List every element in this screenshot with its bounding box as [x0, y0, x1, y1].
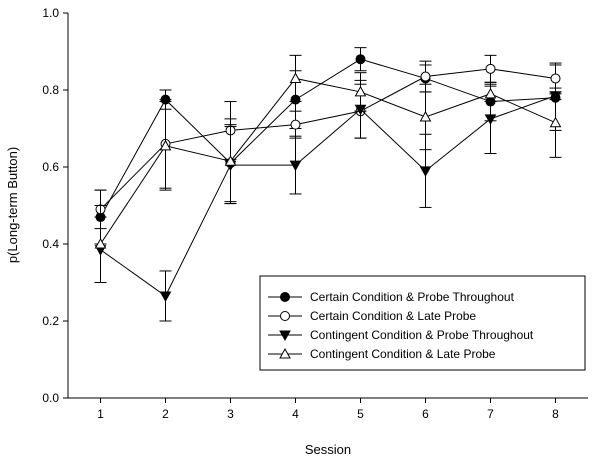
legend-entry: Certain Condition & Probe Throughout — [268, 290, 515, 304]
legend-label: Certain Condition & Late Probe — [310, 309, 476, 323]
legend-box — [259, 275, 586, 371]
y-axis-ticks: 0.0 0.2 0.4 0.6 0.8 1.0 — [42, 6, 68, 405]
legend-label: Contingent Condition & Probe Throughout — [310, 328, 534, 342]
legend: Certain Condition & Probe Throughout Cert… — [259, 275, 586, 371]
open-triangle-marker — [484, 87, 497, 99]
open-circle-marker — [485, 63, 496, 74]
x-tick-label: 4 — [292, 407, 299, 421]
legend-filled-triangle-marker — [279, 330, 291, 342]
legend-filled-circle-marker — [280, 292, 290, 302]
legend-label: Certain Condition & Probe Throughout — [310, 290, 515, 304]
y-tick-label: 0.4 — [42, 237, 59, 251]
plot-frame — [67, 13, 588, 399]
legend-entries: Certain Condition & Probe Throughout Cert… — [268, 290, 534, 361]
open-triangle-marker — [224, 155, 237, 166]
open-circle-marker — [550, 73, 561, 84]
legend-entry: Certain Condition & Late Probe — [268, 309, 476, 323]
series-line — [100, 68, 556, 210]
filled-circle-marker — [355, 54, 366, 65]
series-line — [100, 77, 556, 245]
x-tick-label: 3 — [227, 407, 234, 421]
open-triangle-marker — [354, 85, 367, 97]
open-circle-marker — [290, 119, 301, 130]
filled-triangle-marker — [484, 114, 497, 125]
open-triangle-marker — [289, 72, 302, 83]
y-tick-label: 0.8 — [42, 83, 59, 97]
x-tick-label: 6 — [422, 407, 429, 421]
y-tick-label: 1.0 — [42, 6, 59, 20]
x-axis-ticks: 1 2 3 4 5 6 7 8 — [97, 398, 559, 421]
legend-entry: Contingent Condition & Late Probe — [268, 347, 496, 361]
x-tick-label: 2 — [162, 407, 169, 421]
open-triangle-marker — [94, 237, 107, 249]
open-triangle-marker — [549, 116, 562, 128]
series-line — [100, 58, 556, 218]
series-4 — [94, 54, 562, 283]
x-tick-label: 1 — [97, 407, 104, 421]
open-triangle-marker — [159, 139, 172, 151]
series-layer — [94, 47, 562, 322]
y-tick-label: 0.2 — [42, 314, 59, 328]
filled-triangle-marker — [159, 291, 172, 303]
legend-label: Contingent Condition & Late Probe — [310, 347, 496, 361]
series-line — [100, 95, 556, 297]
filled-triangle-marker — [419, 166, 432, 177]
y-axis-title: p(Long-term Button) — [5, 147, 20, 263]
legend-open-circle-marker — [280, 311, 290, 321]
open-triangle-marker — [419, 110, 432, 122]
open-circle-marker — [420, 71, 431, 82]
x-tick-label: 7 — [487, 407, 494, 421]
y-tick-label: 0.6 — [42, 160, 59, 174]
x-tick-label: 5 — [357, 407, 364, 421]
legend-entry: Contingent Condition & Probe Throughout — [268, 328, 534, 342]
y-tick-label: 0.0 — [42, 391, 59, 405]
x-tick-label: 8 — [552, 407, 559, 421]
filled-triangle-marker — [289, 160, 302, 172]
legend-open-triangle-marker — [279, 347, 291, 359]
x-axis-title: Session — [305, 442, 351, 457]
